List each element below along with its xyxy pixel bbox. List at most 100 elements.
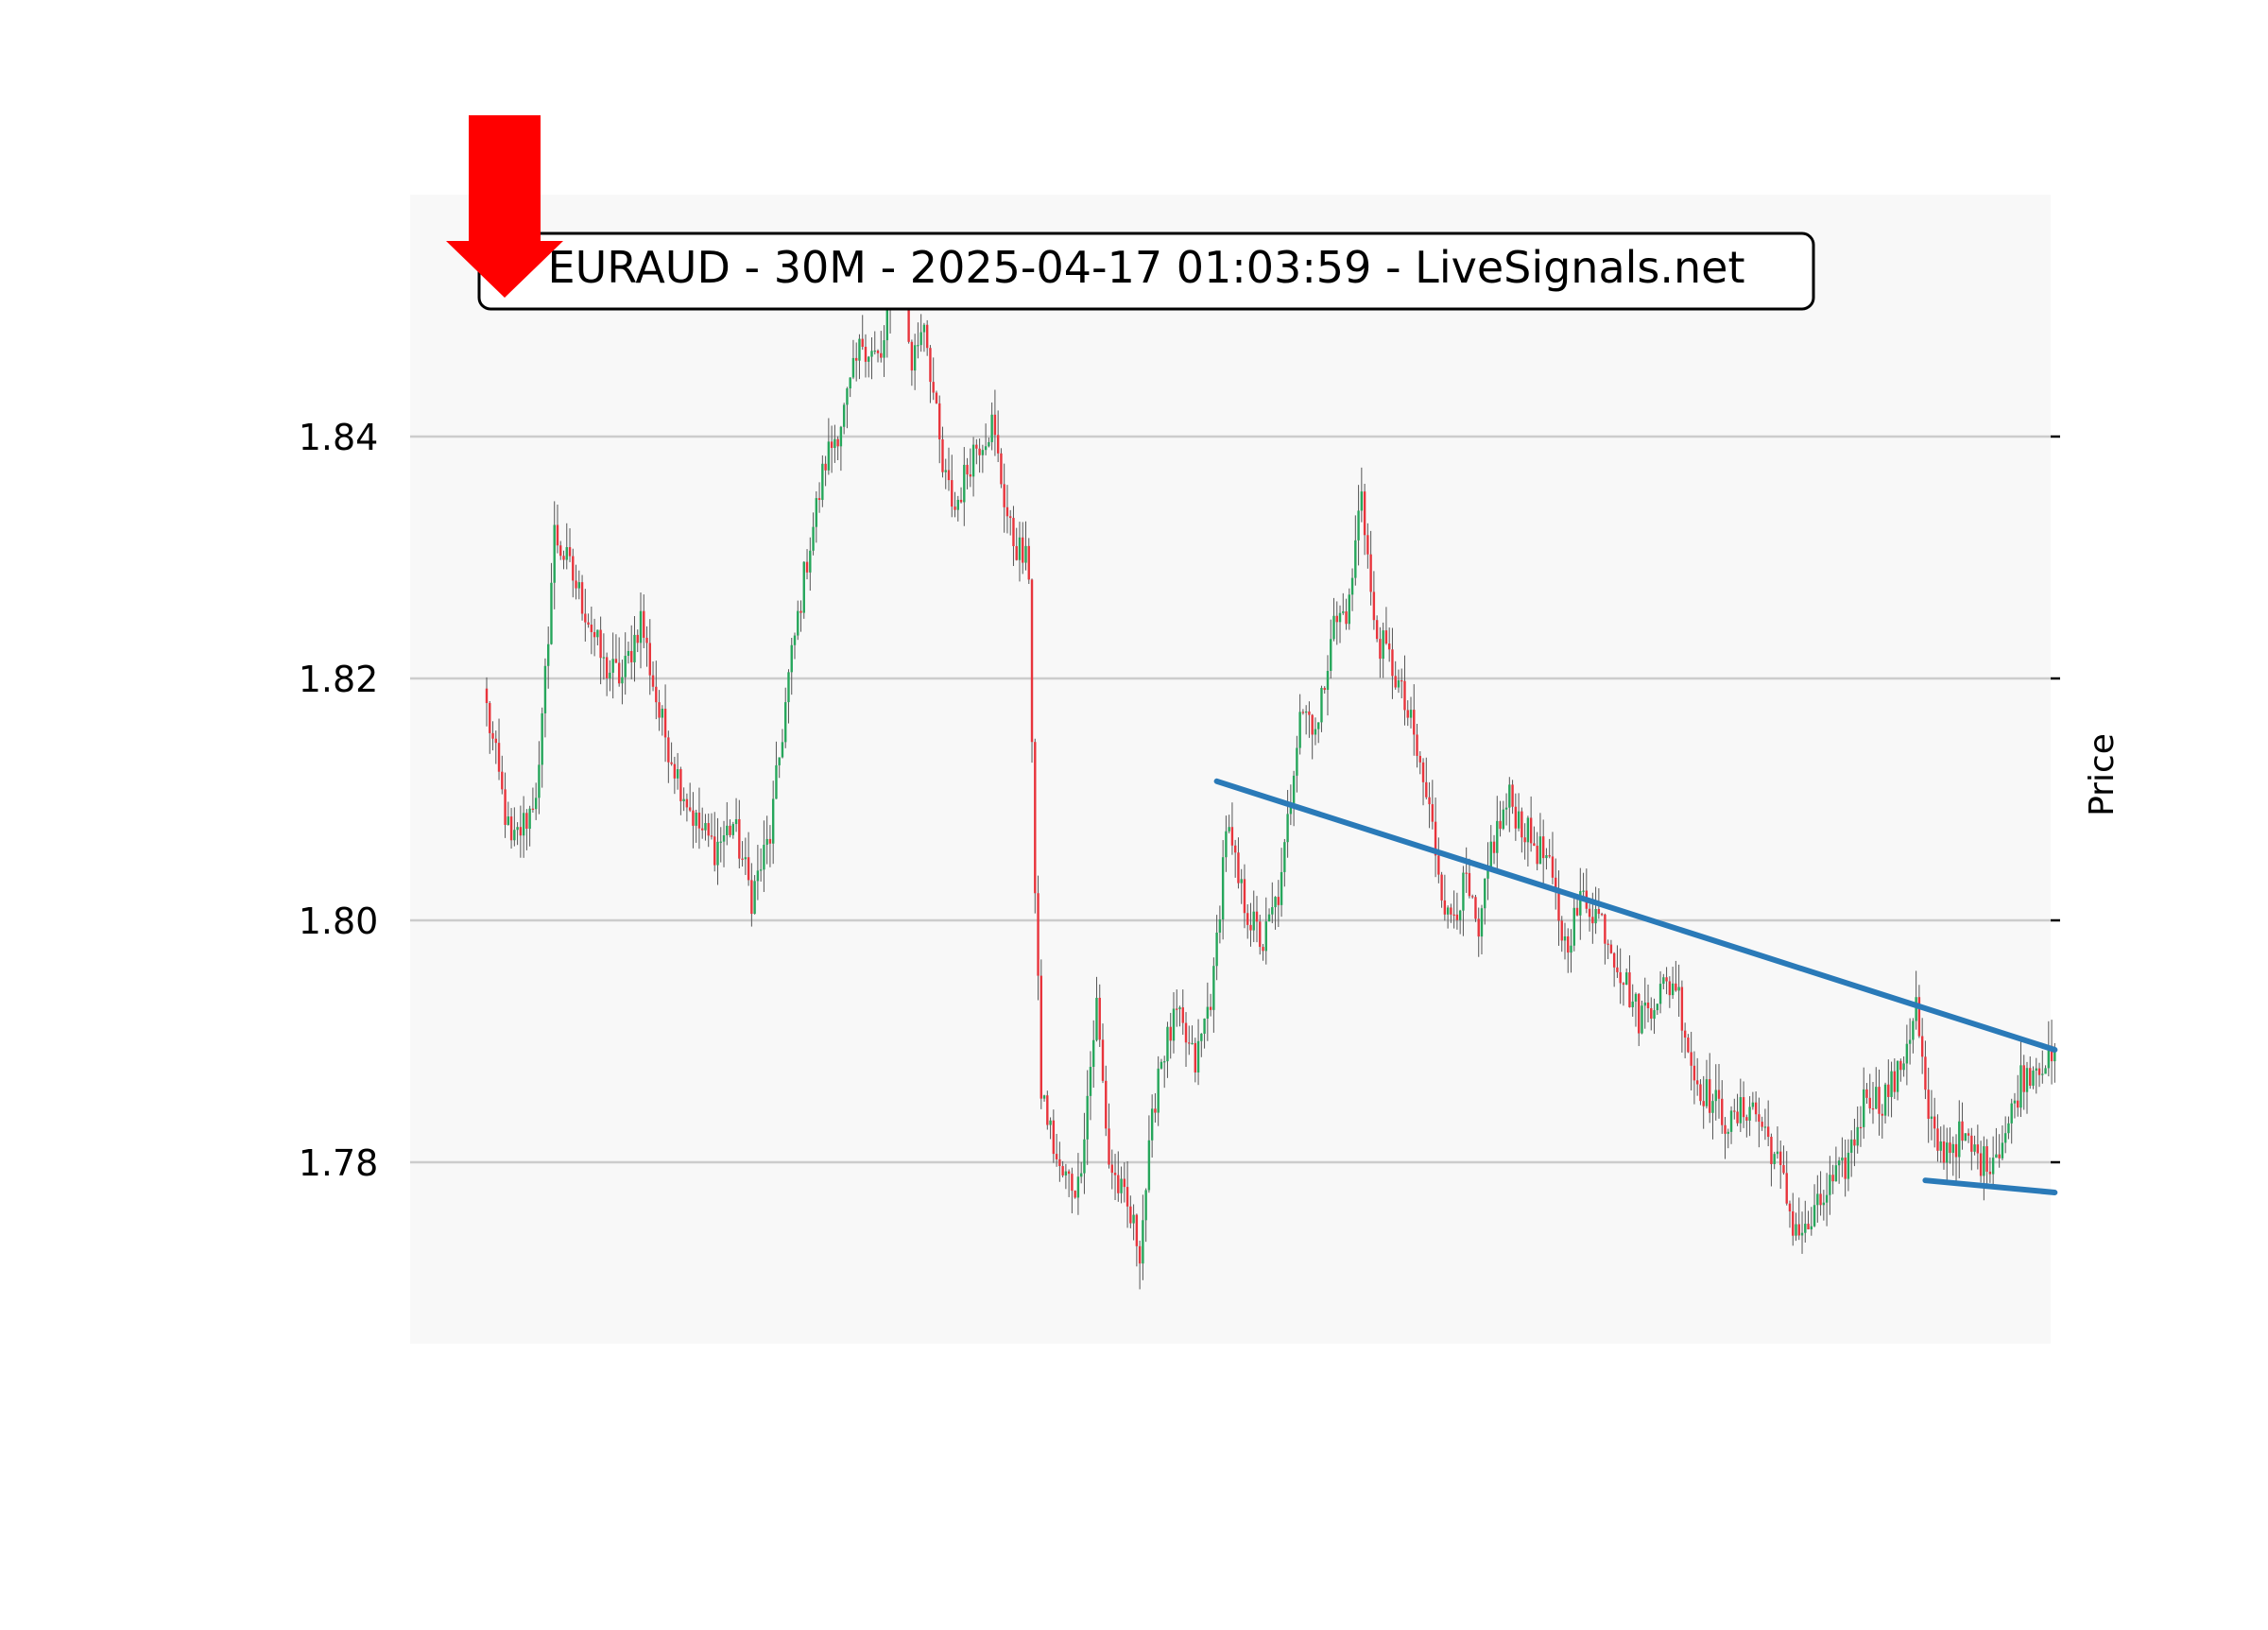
candle-body <box>1665 977 1668 982</box>
candle-body <box>1188 1042 1191 1044</box>
candle-body <box>797 610 799 636</box>
candle-body <box>1868 1097 1871 1108</box>
candle-body <box>1705 1079 1709 1107</box>
candle-body <box>704 823 707 831</box>
candle-body <box>1517 811 1521 829</box>
candle-body <box>802 561 805 613</box>
candle-body <box>873 351 876 352</box>
candle-body <box>839 426 843 447</box>
candle-body <box>744 857 747 860</box>
candle-body <box>1363 491 1366 536</box>
candle-body <box>809 550 812 573</box>
candle-body <box>996 435 1000 454</box>
title-box: EURAUD - 30M - 2025-04-17 01:03:59 - Liv… <box>477 232 1815 311</box>
candle-body <box>849 377 851 389</box>
candle-body <box>531 808 535 810</box>
candle-body <box>1132 1214 1135 1224</box>
candle-body <box>1012 518 1015 546</box>
candle-body <box>2017 1100 2019 1108</box>
candle-body <box>1548 855 1551 857</box>
candle-body <box>747 857 750 881</box>
candle-body <box>1979 1153 1983 1176</box>
candle-body <box>771 798 775 844</box>
candle-body <box>682 798 685 801</box>
candle-body <box>1634 993 1638 1002</box>
candle-body <box>1264 921 1267 952</box>
candle-body <box>1101 1039 1105 1081</box>
candle-body <box>1274 897 1277 908</box>
candle-body <box>1000 453 1003 485</box>
candle-body <box>756 870 760 882</box>
candle-body <box>1160 1061 1163 1069</box>
candle-body <box>984 446 988 451</box>
candle-body <box>876 351 880 353</box>
candle-body <box>1086 1095 1089 1140</box>
y-tick-label: 1.78 <box>299 1142 379 1184</box>
candle-body <box>1311 714 1314 735</box>
candle-body <box>670 762 673 764</box>
candle-body <box>759 869 763 871</box>
candle-body <box>799 610 802 613</box>
candle-body <box>951 480 954 507</box>
candle-body <box>1797 1224 1800 1236</box>
candle-body <box>827 441 831 471</box>
candle-body <box>658 702 661 718</box>
candle-body <box>1027 545 1030 580</box>
candle-body <box>1209 1006 1212 1010</box>
candle-body <box>1930 1116 1933 1119</box>
candle-body <box>836 438 839 447</box>
candle-body <box>2041 1073 2044 1075</box>
candle-body <box>1606 943 1609 945</box>
candle-body <box>541 712 543 765</box>
candle-body <box>1504 807 1508 810</box>
candle-body <box>1113 1173 1117 1175</box>
candle-body <box>1628 972 1631 1007</box>
candle-body <box>1883 1084 1887 1116</box>
candle-body <box>713 836 716 866</box>
candle-body <box>1604 914 1606 944</box>
candle-body <box>864 346 868 362</box>
candle-body <box>1924 1056 1927 1090</box>
candle-body <box>1129 1206 1132 1224</box>
candle-body <box>572 556 575 581</box>
candle-body <box>528 808 531 830</box>
candle-body <box>1030 579 1034 743</box>
candle-body <box>741 858 744 860</box>
candle-body <box>1881 1113 1883 1116</box>
candle-body <box>1594 908 1597 924</box>
candle-body <box>1529 817 1533 844</box>
candle-body <box>726 825 729 835</box>
candle-body <box>1230 827 1234 846</box>
candle-body <box>963 464 966 503</box>
candle-body <box>1397 680 1400 688</box>
candle-body <box>1083 1139 1086 1174</box>
candle-body <box>1138 1245 1142 1264</box>
candle-body <box>978 448 981 455</box>
candle-body <box>1687 1038 1690 1053</box>
candle-body <box>919 332 922 346</box>
candle-body <box>851 357 855 378</box>
candle-body <box>1899 1060 1902 1071</box>
candle-body <box>1480 908 1484 937</box>
candle-body <box>1508 784 1511 808</box>
candle-body <box>1954 1143 1958 1158</box>
candle-body <box>1575 907 1579 916</box>
candle-body <box>729 825 731 835</box>
candle-body <box>568 547 572 557</box>
candle-body <box>1912 1021 1915 1040</box>
candle-body <box>556 524 559 546</box>
plot-background <box>410 195 2051 1344</box>
candle-body <box>885 310 888 341</box>
candle-body <box>1976 1144 1980 1154</box>
candle-body <box>692 810 695 826</box>
candle-body <box>1841 1158 1844 1161</box>
candle-body <box>1246 913 1249 925</box>
candle-body <box>959 499 963 503</box>
candle-body <box>1915 997 1917 1021</box>
candle-body <box>944 470 947 472</box>
candle-body <box>1425 781 1428 798</box>
candle-body <box>1729 1110 1733 1132</box>
candle-body <box>1714 1090 1717 1102</box>
candle-body <box>543 665 547 713</box>
candle-body <box>1656 1004 1658 1011</box>
